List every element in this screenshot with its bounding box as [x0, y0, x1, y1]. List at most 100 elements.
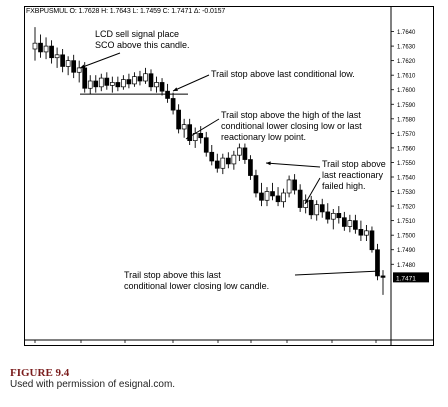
candle-bearish: [341, 217, 347, 227]
arrow-sell-signal-head: [80, 64, 85, 69]
candle-bullish: [314, 204, 320, 216]
candle-bearish: [126, 79, 132, 85]
arrow-failed-high-b: [304, 177, 321, 205]
y-tick-label: 1.7490: [397, 248, 416, 254]
y-tick-label: 1.7630: [397, 45, 416, 51]
annotation-conditional-low: Trail stop above last conditional low.: [211, 69, 355, 79]
candle-bearish: [60, 54, 65, 67]
y-tick-label: 1.7520: [397, 205, 416, 211]
annotation-reactionary-low: reactionary low point.: [221, 132, 306, 142]
annotation-failed-high: last reactionary: [322, 170, 384, 180]
y-tick-label: 1.7550: [397, 161, 416, 167]
y-tick-label: 1.7620: [397, 59, 416, 65]
candle-bearish: [104, 77, 110, 86]
candle-bearish: [242, 147, 248, 160]
annotation-sell-signal: LCD sell signal place: [95, 29, 179, 39]
arrow-sell-signal: [79, 52, 121, 69]
candle-bullish: [143, 73, 148, 82]
annotation-last-candle: Trail stop above this last: [124, 270, 221, 280]
candle-bearish: [137, 76, 143, 82]
y-tick-label: 1.7570: [397, 132, 416, 138]
candle-bearish: [353, 220, 358, 230]
candle-bearish: [187, 124, 193, 141]
candle-bearish: [319, 204, 325, 213]
candle-bullish: [330, 213, 336, 220]
chart-frame: 1.7640 1.7630 1.7620 1.7610 1.7600 1.7590 1.75…: [24, 6, 434, 346]
y-tick-label: 1.7500: [397, 234, 416, 240]
annotation-sell-signal: SCO above this candle.: [95, 40, 190, 50]
arrow-failed-high-a-head: [266, 161, 271, 166]
y-tick-label: 1.7540: [397, 176, 416, 182]
candle-bullish: [121, 79, 126, 88]
arrow-failed-high-b-head: [305, 199, 309, 204]
candle-bearish: [380, 275, 386, 278]
candle-bullish: [98, 77, 104, 88]
candle-bearish: [165, 90, 170, 99]
candle-bearish: [297, 189, 303, 208]
candle-bullish: [220, 157, 226, 169]
annotation-failed-high: failed high.: [322, 181, 366, 191]
y-tick-label: 1.7610: [397, 74, 416, 80]
candle-bearish: [49, 45, 54, 59]
candle-bullish: [87, 80, 93, 89]
candle-bullish: [364, 230, 369, 236]
candle-bullish: [286, 179, 292, 194]
candle-bearish: [358, 229, 364, 236]
annotation-reactionary-low: conditional lower closing low or last: [221, 121, 362, 131]
candle-bearish: [159, 82, 165, 92]
arrow-conditional-low: [172, 74, 210, 92]
candlestick-chart: 1.7640 1.7630 1.7620 1.7610 1.7600 1.7590 1.75…: [25, 7, 433, 345]
candle-bearish: [336, 213, 342, 219]
candle-bullish: [65, 60, 71, 67]
arrow-reactionary-low-head: [186, 134, 191, 139]
candle-bearish: [209, 151, 215, 162]
annotation-reactionary-low: Trail stop above the high of the last: [221, 110, 361, 120]
ticker-header: FXBPUSMUL O: 1.7628 H: 1.7643 L: 1.7459 …: [26, 8, 226, 15]
candle-bearish: [71, 60, 77, 73]
arrow-conditional-low-head: [173, 87, 178, 91]
arrow-reactionary-low: [185, 118, 220, 140]
candle-bullish: [281, 192, 286, 203]
candle-bearish: [275, 195, 281, 203]
y-tick-label: 1.7590: [397, 103, 416, 109]
candle-bullish: [347, 220, 353, 227]
candle-bearish: [148, 73, 154, 88]
candle-bearish: [248, 159, 253, 176]
figure-credit: Used with permission of esignal.com.: [10, 379, 176, 390]
y-tick-label: 1.7480: [397, 263, 416, 269]
candle-bearish: [253, 175, 259, 194]
candle-bearish: [82, 67, 88, 89]
candle-bearish: [270, 191, 275, 197]
candle-bearish: [369, 230, 375, 251]
annotation-failed-high: Trail stop above: [322, 159, 386, 169]
y-tick-label: 1.7560: [397, 146, 416, 152]
arrow-last-candle: [294, 270, 381, 276]
y-tick-label: 1.7580: [397, 117, 416, 123]
candle-bearish: [203, 137, 209, 153]
candle-bullish: [109, 82, 115, 86]
candle-bearish: [292, 179, 297, 191]
candle-bearish: [259, 192, 264, 201]
arrow-failed-high-a: [265, 162, 321, 168]
annotation-last-candle: conditional lower closing low candle.: [124, 281, 269, 291]
y-tick-label: 1.7530: [397, 190, 416, 196]
last-price-label: 1.7471: [396, 275, 416, 282]
candle-bullish: [76, 67, 82, 73]
candle-bullish: [54, 54, 60, 59]
y-tick-label: 1.7600: [397, 88, 416, 94]
candle-bullish: [43, 45, 49, 53]
candle-bearish: [38, 42, 43, 53]
candle-bullish: [154, 82, 159, 88]
candle-bearish: [198, 133, 204, 139]
candle-bearish: [115, 82, 121, 88]
candle-bearish: [214, 160, 220, 169]
last-price-box: [393, 272, 429, 283]
y-tick-label: 1.7510: [397, 219, 416, 225]
figure-label: FIGURE 9.4: [10, 367, 70, 379]
candle-bearish: [170, 98, 176, 111]
candle-bullish: [237, 147, 242, 156]
candle-bullish: [264, 191, 270, 201]
candle-bullish: [132, 76, 137, 85]
arrow-last-candle-head: [375, 269, 380, 274]
candle-bearish: [375, 249, 380, 277]
